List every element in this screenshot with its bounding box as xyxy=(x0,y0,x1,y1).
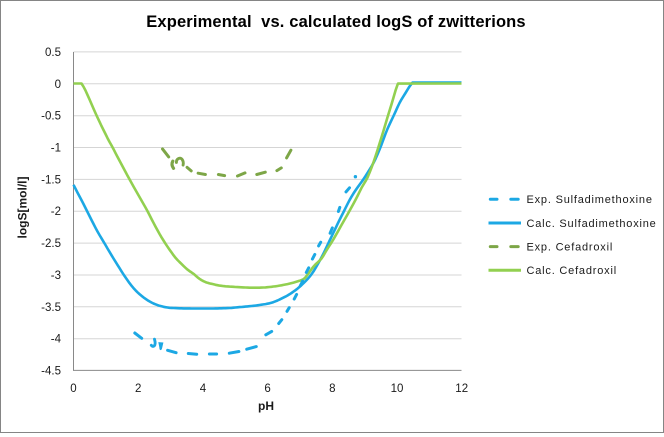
svg-text:Experimental vs. calculated l: Experimental vs. calculated logS of zwit… xyxy=(146,13,525,31)
svg-text:-3.5: -3.5 xyxy=(41,302,61,314)
svg-text:10: 10 xyxy=(391,383,404,395)
svg-text:-2: -2 xyxy=(51,206,61,218)
svg-text:8: 8 xyxy=(329,383,335,395)
svg-text:-4.5: -4.5 xyxy=(41,366,61,378)
svg-text:-4: -4 xyxy=(51,334,62,346)
svg-text:pH: pH xyxy=(258,399,274,413)
svg-text:4: 4 xyxy=(200,383,207,395)
svg-text:-2.5: -2.5 xyxy=(41,238,61,250)
svg-text:-3: -3 xyxy=(51,270,61,282)
svg-text:Calc. Cefadroxil: Calc. Cefadroxil xyxy=(527,265,617,277)
svg-text:-0.5: -0.5 xyxy=(41,111,61,123)
svg-text:2: 2 xyxy=(135,383,141,395)
svg-text:logS[mol/l]: logS[mol/l] xyxy=(16,177,30,239)
svg-text:12: 12 xyxy=(455,383,468,395)
svg-text:0: 0 xyxy=(70,383,76,395)
svg-text:Exp. Sulfadimethoxine: Exp. Sulfadimethoxine xyxy=(527,194,653,206)
svg-text:Exp. Cefadroxil: Exp. Cefadroxil xyxy=(527,241,614,253)
svg-text:-1.5: -1.5 xyxy=(41,174,61,186)
svg-text:0.5: 0.5 xyxy=(45,47,61,59)
svg-text:6: 6 xyxy=(264,383,270,395)
svg-text:-1: -1 xyxy=(51,143,61,155)
svg-text:Calc. Sulfadimethoxine: Calc. Sulfadimethoxine xyxy=(527,218,657,230)
svg-text:0: 0 xyxy=(55,79,61,91)
